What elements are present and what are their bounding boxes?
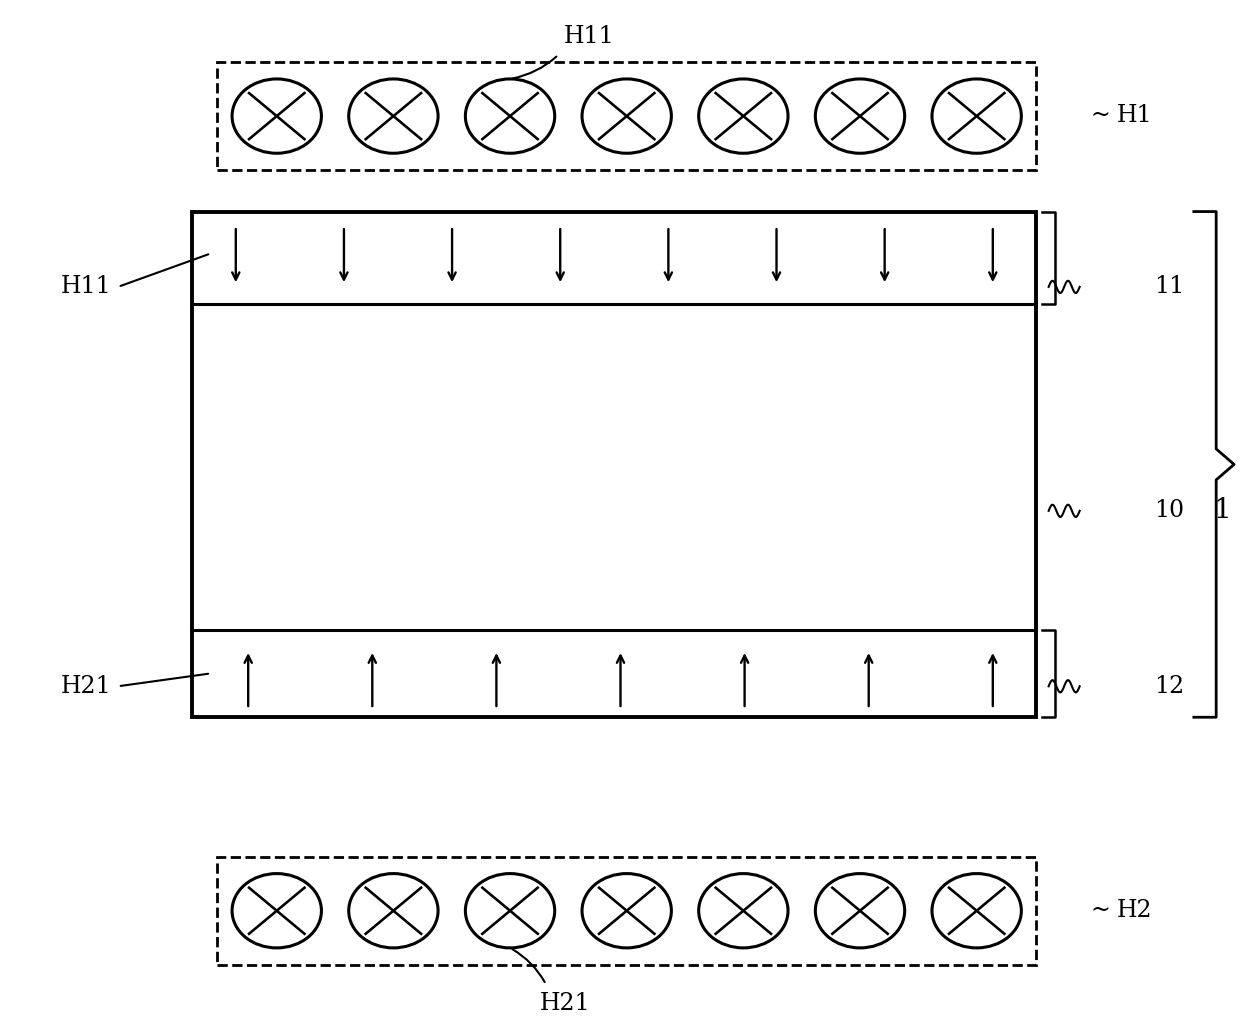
Text: ~: ~ — [1091, 899, 1111, 922]
Circle shape — [582, 79, 671, 154]
Text: H11: H11 — [61, 276, 112, 298]
Text: ~: ~ — [1091, 104, 1111, 127]
Text: H21: H21 — [540, 992, 589, 1014]
Text: 1: 1 — [1214, 497, 1231, 524]
Circle shape — [232, 79, 321, 154]
Circle shape — [349, 873, 438, 947]
Circle shape — [932, 873, 1021, 947]
Circle shape — [465, 873, 555, 947]
Circle shape — [582, 873, 671, 947]
Circle shape — [349, 79, 438, 154]
Bar — [192, 212, 1036, 717]
Bar — [217, 62, 1036, 170]
Text: 10: 10 — [1154, 499, 1184, 522]
Circle shape — [465, 79, 555, 154]
Text: H21: H21 — [61, 675, 112, 698]
Circle shape — [699, 79, 788, 154]
Circle shape — [699, 873, 788, 947]
Text: H1: H1 — [1117, 104, 1153, 127]
Bar — [217, 857, 1036, 965]
Circle shape — [232, 873, 321, 947]
Text: 11: 11 — [1154, 276, 1184, 298]
Text: H11: H11 — [565, 25, 614, 47]
Circle shape — [815, 79, 905, 154]
Text: 12: 12 — [1154, 675, 1184, 698]
Circle shape — [815, 873, 905, 947]
Circle shape — [932, 79, 1021, 154]
Text: H2: H2 — [1117, 899, 1153, 922]
